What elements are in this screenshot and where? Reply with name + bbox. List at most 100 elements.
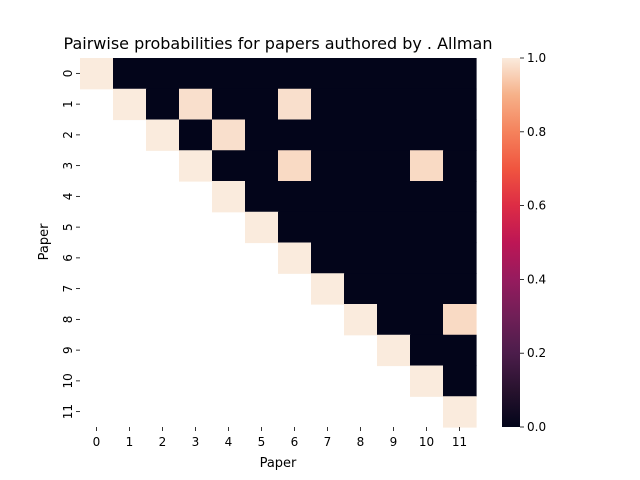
heatmap-cell-7-11 [443, 273, 477, 305]
heatmap-cell-5-5 [245, 211, 279, 244]
heatmap-cell-8-8 [344, 304, 378, 336]
heatmap-cell-7-8 [344, 273, 378, 305]
y-tick-label: 5 [61, 223, 75, 231]
heatmap-cell-4-6 [278, 181, 312, 213]
y-tick-label: 8 [61, 316, 75, 324]
heatmap-cell-3-7 [311, 150, 345, 182]
y-tick-label: 3 [61, 162, 75, 170]
heatmap-cell-3-6 [278, 150, 312, 182]
heatmap-cell-3-4 [212, 150, 246, 182]
y-axis-ticks: 0 1 2 3 4 5 6 7 8 9 10 11 [61, 70, 80, 419]
x-tick-label: 5 [258, 435, 266, 449]
heatmap-cell-0-1 [113, 58, 147, 90]
heatmap-cell-0-8 [344, 58, 378, 90]
heatmap-cell-10-11 [443, 365, 477, 397]
heatmap-cells [80, 58, 477, 428]
heatmap-cell-6-7 [311, 242, 345, 274]
x-axis-ticks: 0 1 2 3 4 5 6 7 8 9 10 11 [93, 427, 467, 449]
heatmap-cell-1-6 [278, 88, 312, 121]
heatmap-cell-0-11 [443, 58, 477, 90]
heatmap-cell-1-5 [245, 88, 279, 121]
heatmap-cell-0-10 [410, 58, 444, 90]
heatmap-cell-1-1 [113, 88, 147, 121]
heatmap-cell-7-7 [311, 273, 345, 305]
heatmap-cell-1-9 [377, 88, 411, 121]
heatmap-cell-6-9 [377, 242, 411, 274]
y-tick-label: 7 [61, 285, 75, 293]
y-tick-label: 4 [61, 193, 75, 201]
heatmap-cell-5-7 [311, 211, 345, 244]
y-tick-label: 9 [61, 346, 75, 354]
heatmap-cell-2-9 [377, 119, 411, 151]
heatmap-cell-2-11 [443, 119, 477, 151]
heatmap-cell-6-6 [278, 242, 312, 274]
heatmap-cell-2-8 [344, 119, 378, 151]
heatmap-cell-0-0 [80, 58, 114, 90]
x-tick-label: 3 [192, 435, 200, 449]
x-tick-label: 8 [357, 435, 365, 449]
y-tick-label: 0 [61, 70, 75, 78]
heatmap-cell-5-11 [443, 211, 477, 244]
y-tick-label: 1 [61, 100, 75, 108]
heatmap-cell-9-10 [410, 334, 444, 367]
heatmap-cell-0-2 [146, 58, 180, 90]
heatmap-cell-5-10 [410, 211, 444, 244]
heatmap-cell-2-6 [278, 119, 312, 151]
x-tick-label: 4 [225, 435, 233, 449]
heatmap-cell-11-11 [443, 396, 477, 428]
heatmap-cell-0-4 [212, 58, 246, 90]
heatmap-cell-4-8 [344, 181, 378, 213]
colorbar-tick-label: 0.4 [527, 272, 546, 286]
heatmap-cell-4-11 [443, 181, 477, 213]
heatmap-cell-1-7 [311, 88, 345, 121]
heatmap-cell-5-8 [344, 211, 378, 244]
heatmap-cell-1-3 [179, 88, 213, 121]
colorbar-tick-label: 0.2 [527, 346, 546, 360]
y-tick-label: 6 [61, 254, 75, 262]
colorbar-tick-label: 1.0 [527, 51, 546, 65]
heatmap-cell-6-10 [410, 242, 444, 274]
x-tick-label: 6 [291, 435, 299, 449]
x-tick-label: 2 [159, 435, 167, 449]
heatmap-cell-4-5 [245, 181, 279, 213]
heatmap-cell-4-9 [377, 181, 411, 213]
x-tick-label: 0 [93, 435, 101, 449]
chart-title: Pairwise probabilities for papers author… [64, 34, 493, 53]
colorbar-tick-label: 0.6 [527, 199, 546, 213]
x-tick-label: 9 [390, 435, 398, 449]
heatmap-cell-2-10 [410, 119, 444, 151]
heatmap-cell-8-11 [443, 304, 477, 336]
heatmap-cell-2-5 [245, 119, 279, 151]
heatmap-cell-2-4 [212, 119, 246, 151]
colorbar-tick-label: 0.0 [527, 420, 546, 434]
colorbar [502, 58, 520, 427]
heatmap-cell-7-9 [377, 273, 411, 305]
y-tick-label: 11 [61, 404, 75, 419]
colorbar-tick-label: 0.8 [527, 125, 546, 139]
heatmap-cell-0-6 [278, 58, 312, 90]
heatmap-cell-9-9 [377, 334, 411, 367]
heatmap-cell-5-9 [377, 211, 411, 244]
heatmap-cell-5-6 [278, 211, 312, 244]
heatmap-cell-0-3 [179, 58, 213, 90]
heatmap-cell-1-4 [212, 88, 246, 121]
heatmap-cell-3-10 [410, 150, 444, 182]
heatmap-cell-6-11 [443, 242, 477, 274]
heatmap-cell-2-2 [146, 119, 180, 151]
heatmap-cell-10-10 [410, 365, 444, 397]
x-tick-label: 10 [419, 435, 434, 449]
x-tick-label: 11 [452, 435, 467, 449]
heatmap-cell-1-8 [344, 88, 378, 121]
heatmap-cell-2-7 [311, 119, 345, 151]
y-tick-label: 10 [61, 373, 75, 388]
heatmap-cell-4-4 [212, 181, 246, 213]
y-axis-label: Paper [37, 223, 52, 260]
heatmap-cell-7-10 [410, 273, 444, 305]
heatmap-cell-6-8 [344, 242, 378, 274]
heatmap-cell-3-3 [179, 150, 213, 182]
x-axis-label: Paper [260, 456, 297, 471]
heatmap-cell-0-5 [245, 58, 279, 90]
heatmap-cell-0-9 [377, 58, 411, 90]
heatmap-cell-8-9 [377, 304, 411, 336]
